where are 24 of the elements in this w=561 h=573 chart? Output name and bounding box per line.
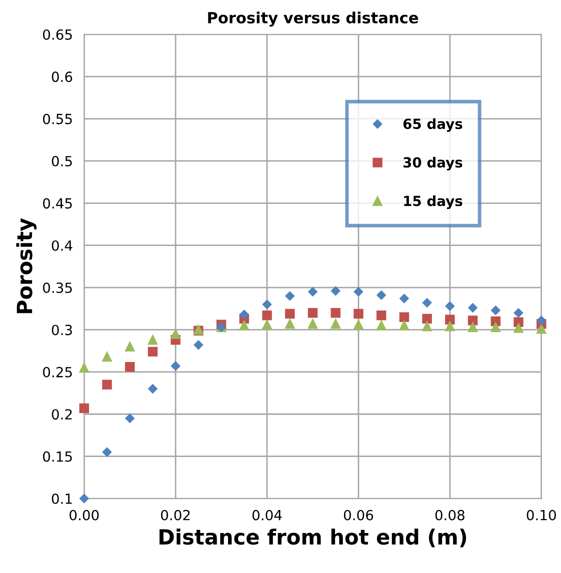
x-tick-label: 0.06 — [344, 510, 374, 520]
x-tick-label: 0.08 — [435, 510, 464, 520]
y-tick-label: 0.4 — [52, 240, 72, 251]
y-tick-label: 0.45 — [43, 198, 72, 209]
y-tick-label: 0.15 — [43, 451, 72, 462]
legend-label: 30 days — [403, 156, 462, 170]
y-tick-label: 0.35 — [43, 282, 72, 294]
x-tick-label: 0.04 — [252, 510, 282, 520]
x-tick-label: 0.02 — [161, 510, 190, 520]
legend-label: 15 days — [404, 195, 462, 209]
x-tick-label: 0.00 — [70, 510, 99, 520]
y-tick-label: 0.65 — [43, 29, 72, 40]
x-axis-title: Distance from hot end (m) — [160, 528, 466, 548]
y-tick-label: 0.6 — [52, 72, 72, 82]
chart-title: Porosity versus distance — [208, 12, 418, 27]
y-tick-label: 0.1 — [52, 493, 72, 504]
y-tick-label: 0.55 — [43, 114, 72, 124]
y-tick-label: 0.3 — [52, 324, 72, 336]
y-tick-label: 0.5 — [52, 156, 72, 166]
y-tick-label: 0.2 — [52, 409, 72, 420]
y-tick-label: 0.25 — [43, 366, 72, 378]
x-tick-label: 0.10 — [526, 510, 556, 520]
legend-label: 65 days — [403, 118, 462, 132]
y-axis-title: Porosity — [16, 218, 37, 314]
